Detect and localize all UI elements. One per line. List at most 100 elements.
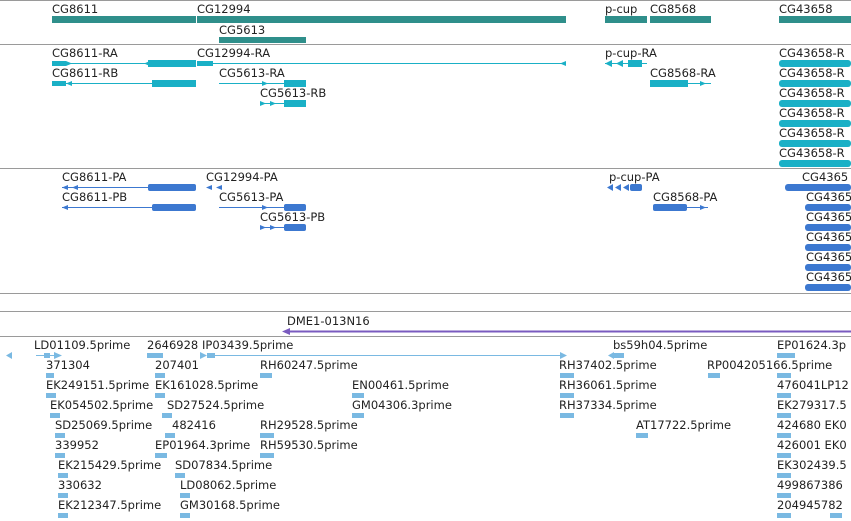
est-feature[interactable] (155, 373, 165, 378)
protein-model[interactable] (653, 204, 708, 211)
protein-model[interactable] (785, 184, 851, 191)
est-label[interactable]: RP004205166.5prime (707, 358, 833, 372)
est-feature[interactable] (560, 413, 574, 418)
transcript-model[interactable] (779, 60, 851, 67)
clone-label[interactable]: DME1-013N16 (287, 314, 370, 328)
protein-model[interactable] (219, 204, 306, 211)
transcript-model[interactable] (779, 100, 851, 107)
est-feature[interactable] (162, 413, 172, 418)
est-label[interactable]: 371304 (46, 358, 90, 372)
est-label[interactable]: 426001 EK0 (777, 438, 847, 452)
protein-label[interactable]: CG4365 (806, 210, 851, 224)
est-label[interactable]: EK215429.5prime (58, 458, 162, 472)
est-label[interactable]: EK212347.5prime (58, 498, 162, 512)
protein-model[interactable] (607, 184, 642, 191)
transcript-label[interactable]: CG5613-RA (219, 66, 285, 80)
protein-model[interactable] (805, 284, 851, 291)
gene-feature[interactable] (197, 16, 566, 23)
transcript-label[interactable]: CG43658-R (779, 86, 845, 100)
protein-label[interactable]: CG8611-PA (62, 170, 127, 184)
gene-feature[interactable] (650, 16, 711, 23)
est-label[interactable]: 330632 (58, 478, 102, 492)
transcript-label[interactable]: CG43658-R (779, 106, 845, 120)
est-label[interactable]: 476041LP12 (777, 378, 849, 392)
transcript-label[interactable]: CG43658-R (779, 66, 845, 80)
protein-label[interactable]: CG4365 (806, 230, 851, 244)
est-feature[interactable] (180, 493, 190, 498)
est-label[interactable]: EK054502.5prime (50, 398, 154, 412)
est-label[interactable]: 424680 EK0 (777, 418, 847, 432)
est-label[interactable]: SD27524.5prime (167, 398, 265, 412)
est-feature[interactable] (777, 513, 791, 518)
est-label[interactable]: 204945782 (777, 498, 843, 512)
est-feature[interactable] (777, 413, 791, 418)
est-feature[interactable] (636, 433, 648, 438)
transcript-model[interactable] (650, 80, 711, 87)
est-label[interactable]: 207401 (155, 358, 199, 372)
est-feature[interactable] (352, 393, 364, 398)
est-feature[interactable] (165, 433, 175, 438)
est-feature[interactable] (6, 352, 12, 359)
transcript-model[interactable] (779, 140, 851, 147)
est-label[interactable]: LD01109.5prime (34, 338, 131, 352)
est-feature[interactable] (58, 473, 68, 478)
transcript-label[interactable]: CG5613-RB (260, 86, 327, 100)
protein-label[interactable]: CG4365 (806, 190, 851, 204)
est-feature[interactable] (58, 493, 68, 498)
est-feature[interactable] (777, 493, 791, 498)
protein-label[interactable]: CG4365 (806, 250, 851, 264)
est-feature[interactable] (608, 352, 624, 359)
protein-model[interactable] (805, 224, 851, 231)
est-label[interactable]: 499867386 (777, 478, 843, 492)
transcript-model[interactable] (197, 61, 566, 66)
est-feature[interactable] (260, 373, 272, 378)
est-feature[interactable] (260, 433, 274, 438)
est-feature[interactable] (777, 373, 791, 378)
gene-label[interactable]: CG12994 (197, 2, 251, 16)
est-label[interactable]: AT17722.5prime (636, 418, 732, 432)
transcript-model[interactable] (52, 80, 196, 87)
protein-model[interactable] (62, 184, 196, 191)
transcript-model[interactable] (52, 60, 196, 67)
transcript-label[interactable]: CG43658-R (779, 46, 845, 60)
est-label[interactable]: EN00461.5prime (352, 378, 449, 392)
transcript-label[interactable]: CG43658-R (779, 126, 845, 140)
est-label[interactable]: LD08062.5prime (180, 478, 277, 492)
est-feature[interactable] (147, 353, 163, 358)
est-label[interactable]: bs59h04.5prime (613, 338, 708, 352)
protein-label[interactable]: CG5613-PB (260, 210, 326, 224)
gene-feature[interactable] (52, 16, 196, 23)
est-label[interactable]: SD07834.5prime (175, 458, 273, 472)
est-feature[interactable] (560, 393, 574, 398)
est-feature[interactable] (55, 453, 65, 458)
est-feature[interactable] (58, 513, 68, 518)
est-feature[interactable] (155, 393, 165, 398)
est-label[interactable]: 2646928 (147, 338, 199, 352)
gene-label[interactable]: CG5613 (219, 23, 266, 37)
protein-model[interactable] (805, 204, 851, 211)
est-feature[interactable] (155, 453, 167, 458)
est-feature[interactable] (830, 513, 842, 518)
est-label[interactable]: SD25069.5prime (55, 418, 153, 432)
protein-label[interactable]: CG12994-PA (206, 170, 278, 184)
protein-model[interactable] (260, 224, 306, 231)
est-label[interactable]: EK161028.5prime (155, 378, 259, 392)
gene-feature[interactable] (605, 16, 647, 23)
est-feature[interactable] (777, 393, 791, 398)
gene-label[interactable]: p-cup (605, 2, 638, 16)
est-label[interactable]: RH60247.5prime (260, 358, 358, 372)
est-label[interactable]: EP01964.3prime (155, 438, 251, 452)
transcript-label[interactable]: CG8568-RA (650, 66, 716, 80)
protein-label[interactable]: p-cup-PA (609, 170, 660, 184)
est-label[interactable]: 482416 (172, 418, 216, 432)
est-feature[interactable] (175, 473, 185, 478)
protein-label[interactable]: CG4365 (802, 170, 849, 184)
est-feature[interactable] (46, 393, 56, 398)
protein-label[interactable]: CG5613-PA (219, 190, 284, 204)
gene-label[interactable]: CG8568 (650, 2, 697, 16)
transcript-label[interactable]: CG43658-R (779, 146, 845, 160)
est-label[interactable]: EK279317.5 (777, 398, 847, 412)
est-feature[interactable] (777, 473, 791, 478)
est-label[interactable]: RH36061.5prime (559, 378, 657, 392)
est-label[interactable]: RH37402.5prime (559, 358, 657, 372)
